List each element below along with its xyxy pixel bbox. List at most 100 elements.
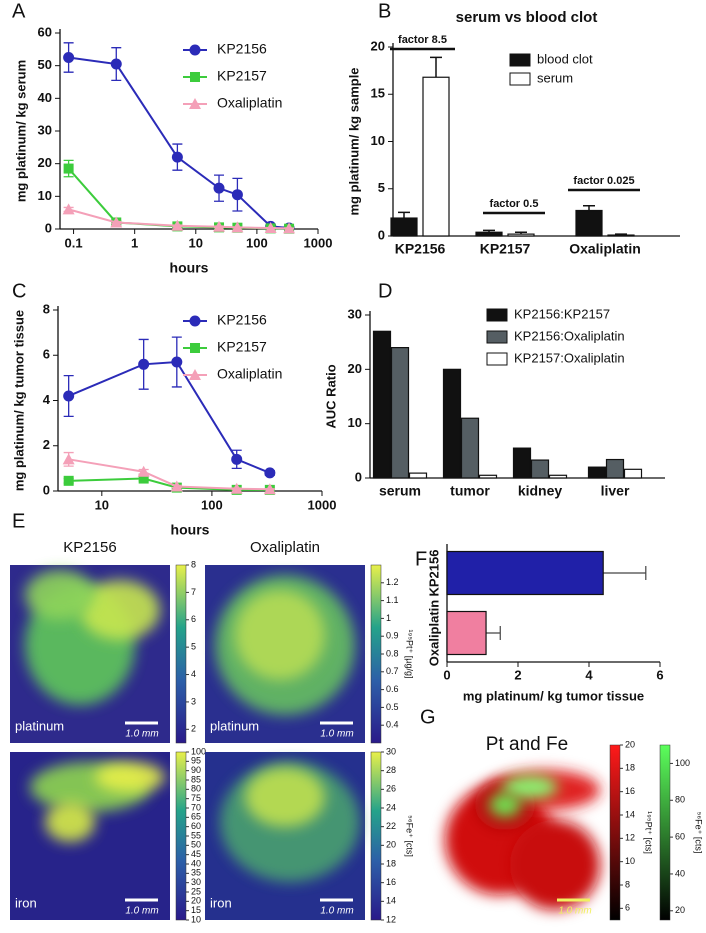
scale-bar-label: 1.0 mm <box>320 906 353 917</box>
colorbar-tick-label: 0.9 <box>386 631 399 641</box>
colorbar-tick-label: 18 <box>625 763 635 773</box>
scale-bar-label: 1.0 mm <box>320 729 353 740</box>
colorbar-tick-label: 5 <box>191 642 196 652</box>
colorbar-tick-label: 0.7 <box>386 666 399 676</box>
colorbar-tick-label: 12 <box>625 833 635 843</box>
bar <box>623 468 643 479</box>
data-point <box>231 221 244 233</box>
scale-bar-label: 1.0 mm <box>558 906 591 917</box>
data-point <box>63 475 74 486</box>
bar <box>548 474 568 479</box>
y-tick-label: 20 <box>348 361 362 376</box>
x-tick-label: 100 <box>201 497 223 512</box>
colorbar-tick-label: 16 <box>386 877 396 887</box>
bar <box>478 474 498 479</box>
y-tick-label: 8 <box>43 301 50 316</box>
legend-swatch <box>509 72 531 86</box>
data-point <box>213 220 226 232</box>
data-point <box>283 222 296 234</box>
colorbar-tick-label: 40 <box>191 858 201 868</box>
x-tick-label: 10 <box>189 235 203 250</box>
map-label: iron <box>15 895 37 910</box>
x-tick-label: 4 <box>585 667 593 682</box>
colorbar-title: ¹⁹⁵Pt⁺ [µg/g] <box>405 629 415 678</box>
colorbar-tick-label: 1.2 <box>386 577 399 587</box>
colorbar-tick-label: 16 <box>625 786 635 796</box>
colorbar-tick-label: 50 <box>191 840 201 850</box>
y-tick-label: 4 <box>43 392 51 407</box>
colorbar <box>175 751 187 921</box>
y-tick-label: 30 <box>38 122 52 137</box>
y-tick-label: 60 <box>38 24 52 39</box>
bar <box>575 209 603 237</box>
bar <box>446 550 604 596</box>
colorbar-tick-label: 0.6 <box>386 684 399 694</box>
annotation: factor 0.5 <box>490 198 539 210</box>
y-tick-label: 40 <box>38 90 52 105</box>
scale-bar-label: 1.0 mm <box>125 906 158 917</box>
colorbar-tick-label: 100 <box>191 746 206 756</box>
colorbar <box>609 744 621 921</box>
colorbar-tick-label: 2 <box>191 724 196 734</box>
bar <box>507 233 535 237</box>
chart-title: Pt and Fe <box>486 734 568 755</box>
x-axis-label: hours <box>171 522 210 538</box>
y-tick-label: 50 <box>38 57 52 72</box>
colorbar-tick-label: 95 <box>191 756 201 766</box>
map-signal <box>25 570 95 620</box>
panel-label: A <box>12 0 26 22</box>
legend-marker <box>189 369 201 380</box>
map-label: platinum <box>15 718 64 733</box>
colorbar-tick-label: 70 <box>191 802 201 812</box>
x-tick-label: 6 <box>656 667 663 682</box>
x-tick-label: 100 <box>246 235 268 250</box>
map-label: platinum <box>210 718 259 733</box>
scale-bar-label: 1.0 mm <box>125 729 158 740</box>
y-tick-label: 5 <box>378 180 385 195</box>
y-tick-label: 0 <box>355 469 362 484</box>
colorbar-tick-label: 1.1 <box>386 595 399 605</box>
data-point <box>138 358 150 370</box>
colorbar-tick-label: 6 <box>625 903 630 913</box>
bar <box>530 459 550 479</box>
panel-label: C <box>12 280 26 302</box>
colorbar-tick-label: 30 <box>386 746 396 756</box>
colorbar-tick-label: 85 <box>191 774 201 784</box>
colorbar-tick-label: 7 <box>191 587 196 597</box>
colorbar-tick-label: 30 <box>191 877 201 887</box>
y-tick-label: 10 <box>371 133 385 148</box>
x-tick-label: 1 <box>131 235 138 250</box>
legend-swatch <box>509 53 531 67</box>
colorbar-tick-label: 35 <box>191 868 201 878</box>
colorbar-tick-label: 4 <box>191 669 196 679</box>
colorbar-title: ⁵⁶Fe⁺ [cts] <box>405 815 415 857</box>
error-bar <box>430 56 442 78</box>
panel-label: E <box>12 510 25 532</box>
y-tick-label: 15 <box>371 86 385 101</box>
colorbar <box>175 564 187 744</box>
colorbar-title: ⁵⁶Fe⁺ [cts] <box>694 812 704 854</box>
legend-label: Oxaliplatin <box>217 95 282 111</box>
series-line <box>67 167 290 230</box>
data-point <box>264 467 276 479</box>
data-point <box>63 52 75 63</box>
bar <box>408 472 428 479</box>
y-tick-label: 0 <box>45 220 52 235</box>
panel-label: G <box>420 706 436 728</box>
colorbar-tick-label: 14 <box>386 896 396 906</box>
legend-marker <box>189 315 201 327</box>
colorbar-tick-label: 24 <box>386 802 396 812</box>
data-point <box>110 58 122 70</box>
legend-label: KP2156 <box>217 41 267 57</box>
colorbar-tick-label: 12 <box>386 914 396 924</box>
bar <box>446 610 487 656</box>
y-tick-label: 20 <box>371 38 385 53</box>
colorbar-tick-label: 65 <box>191 812 201 822</box>
y-tick-label: 10 <box>348 415 362 430</box>
data-point <box>137 465 150 477</box>
map-signal <box>245 767 325 827</box>
colorbar-tick-label: 45 <box>191 849 201 859</box>
colorbar-tick-label: 80 <box>675 795 685 805</box>
x-tick-label: serum <box>379 483 421 499</box>
y-axis-label: mg platinum/ kg sample <box>346 67 361 215</box>
